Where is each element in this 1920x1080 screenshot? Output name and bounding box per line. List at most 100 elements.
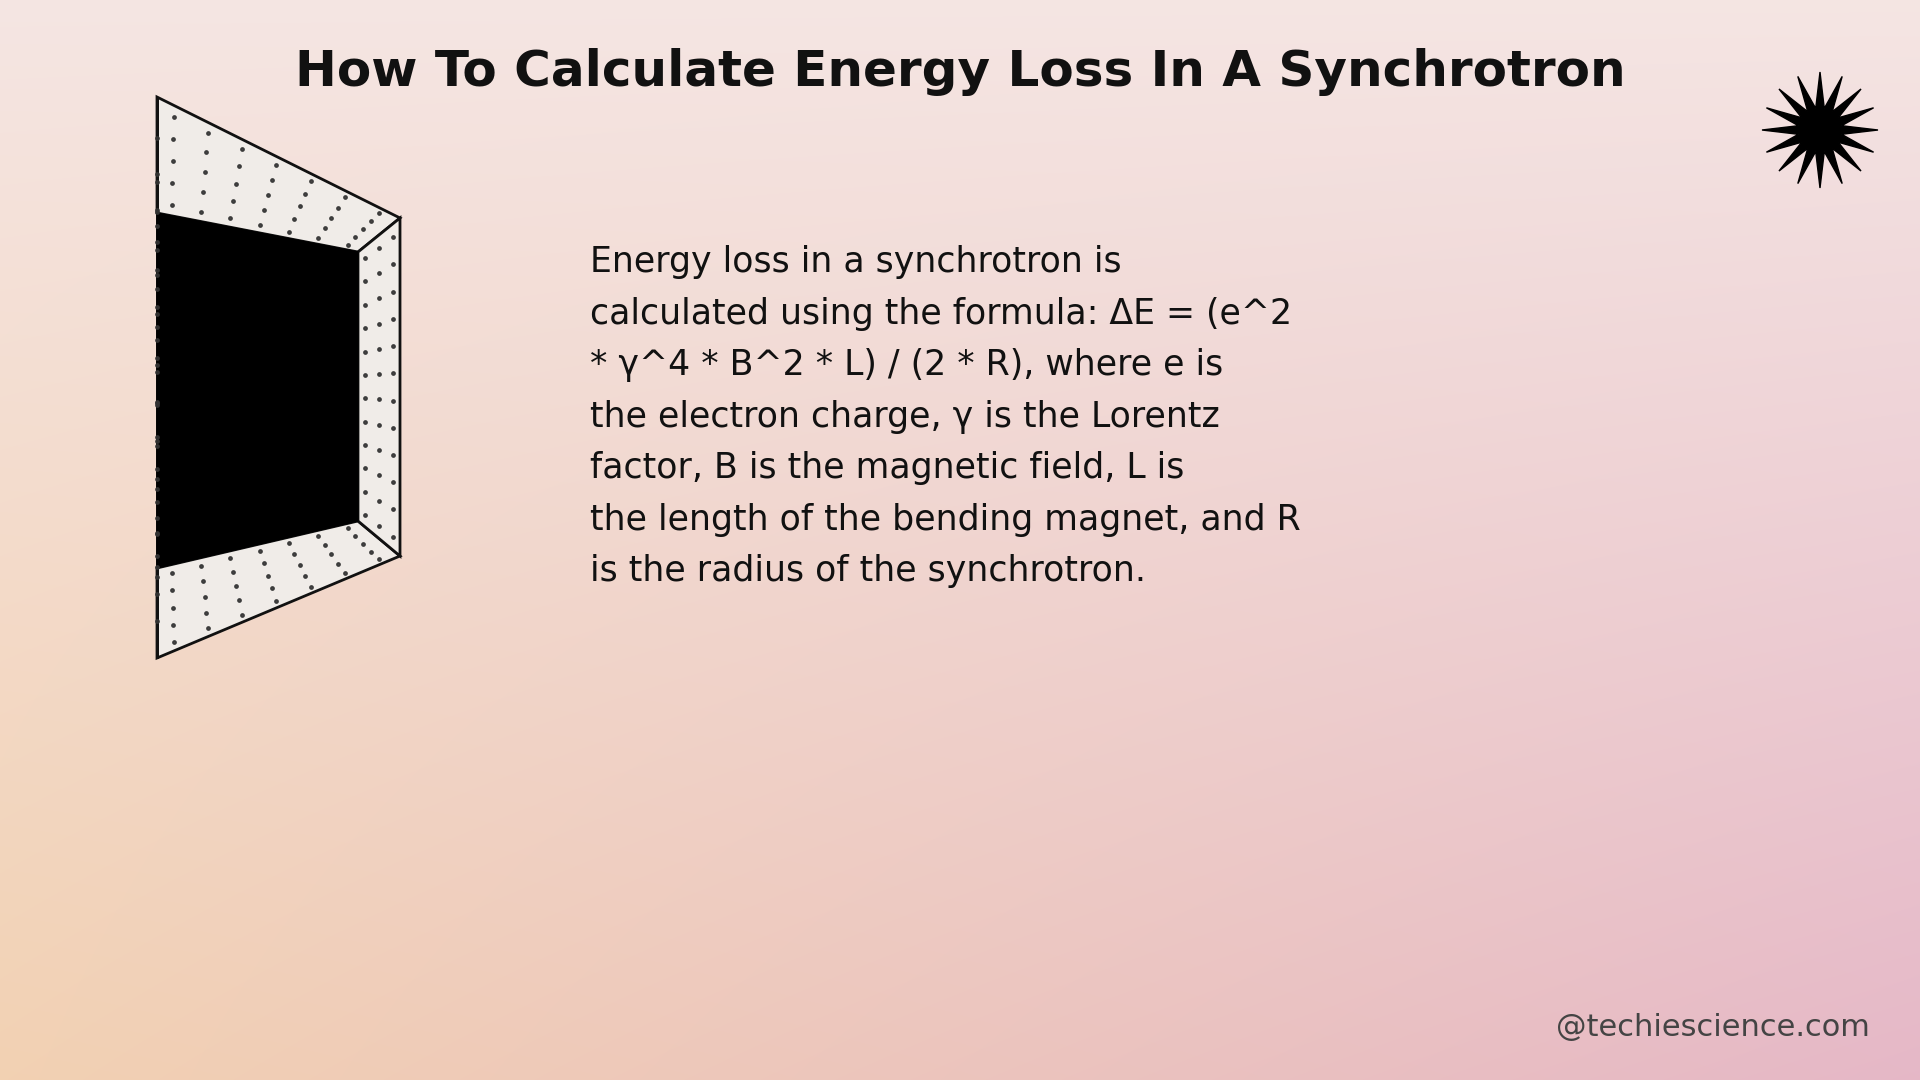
- Point: [190, 144, 221, 161]
- Point: [378, 473, 409, 490]
- Text: Energy loss in a synchrotron is
calculated using the formula: ΔE = (e^2
* γ^4 * : Energy loss in a synchrotron is calculat…: [589, 245, 1300, 589]
- Point: [363, 365, 394, 382]
- Point: [363, 239, 394, 256]
- Point: [215, 550, 246, 567]
- Point: [142, 494, 173, 511]
- Point: [142, 558, 173, 576]
- Point: [378, 256, 409, 273]
- Point: [332, 237, 363, 254]
- Polygon shape: [357, 218, 399, 556]
- Point: [378, 419, 409, 436]
- Point: [142, 481, 173, 498]
- Point: [378, 392, 409, 409]
- Point: [317, 545, 348, 563]
- Polygon shape: [157, 521, 399, 658]
- Point: [349, 483, 380, 500]
- Point: [296, 173, 326, 190]
- Point: [309, 219, 340, 237]
- Point: [278, 545, 309, 563]
- Point: [188, 184, 219, 201]
- Polygon shape: [157, 97, 399, 252]
- Point: [317, 210, 348, 227]
- Point: [248, 555, 278, 572]
- Point: [192, 620, 223, 637]
- Point: [156, 565, 186, 582]
- Point: [332, 519, 363, 537]
- Point: [244, 542, 275, 559]
- Point: [142, 436, 173, 454]
- Point: [378, 446, 409, 463]
- Point: [142, 394, 173, 411]
- Point: [225, 592, 255, 609]
- Text: @techiescience.com: @techiescience.com: [1555, 1013, 1870, 1042]
- Point: [215, 210, 246, 227]
- Point: [355, 543, 386, 561]
- Point: [378, 501, 409, 518]
- Point: [261, 592, 292, 609]
- Point: [142, 242, 173, 259]
- Point: [142, 130, 173, 147]
- Point: [328, 189, 359, 206]
- Point: [142, 261, 173, 279]
- Point: [142, 306, 173, 323]
- Point: [284, 198, 315, 215]
- Point: [159, 108, 190, 125]
- Point: [142, 233, 173, 251]
- Point: [349, 249, 380, 267]
- Point: [378, 283, 409, 300]
- Point: [340, 229, 371, 246]
- Polygon shape: [157, 213, 357, 568]
- Point: [142, 332, 173, 349]
- Point: [142, 298, 173, 315]
- Point: [157, 130, 188, 147]
- Point: [328, 565, 359, 582]
- Point: [363, 289, 394, 307]
- Point: [349, 273, 380, 291]
- Point: [349, 390, 380, 407]
- Point: [142, 548, 173, 565]
- Point: [363, 442, 394, 459]
- Point: [142, 319, 173, 336]
- Point: [348, 220, 378, 238]
- Point: [363, 205, 394, 222]
- Point: [323, 199, 353, 216]
- Point: [142, 349, 173, 366]
- Point: [378, 229, 409, 246]
- Point: [142, 509, 173, 526]
- Point: [192, 124, 223, 141]
- Point: [323, 555, 353, 572]
- Point: [349, 460, 380, 477]
- Point: [363, 467, 394, 484]
- Point: [378, 337, 409, 354]
- Point: [278, 211, 309, 228]
- Point: [157, 152, 188, 170]
- Point: [142, 471, 173, 488]
- Point: [284, 556, 315, 573]
- Point: [190, 604, 221, 621]
- Point: [253, 567, 284, 584]
- Point: [340, 527, 371, 544]
- Point: [142, 568, 173, 585]
- Point: [378, 528, 409, 545]
- Point: [142, 204, 173, 221]
- Point: [273, 224, 303, 241]
- Point: [363, 315, 394, 333]
- Point: [378, 310, 409, 327]
- Point: [142, 165, 173, 183]
- Point: [142, 433, 173, 450]
- Point: [157, 582, 188, 599]
- Point: [142, 174, 173, 191]
- Point: [349, 436, 380, 454]
- Point: [309, 537, 340, 554]
- Point: [348, 536, 378, 553]
- Point: [261, 157, 292, 174]
- Point: [363, 391, 394, 408]
- Point: [190, 163, 221, 180]
- Point: [227, 606, 257, 623]
- Point: [219, 564, 250, 581]
- Point: [227, 140, 257, 158]
- Point: [349, 296, 380, 313]
- Point: [142, 585, 173, 603]
- Point: [225, 158, 255, 175]
- Point: [349, 342, 380, 360]
